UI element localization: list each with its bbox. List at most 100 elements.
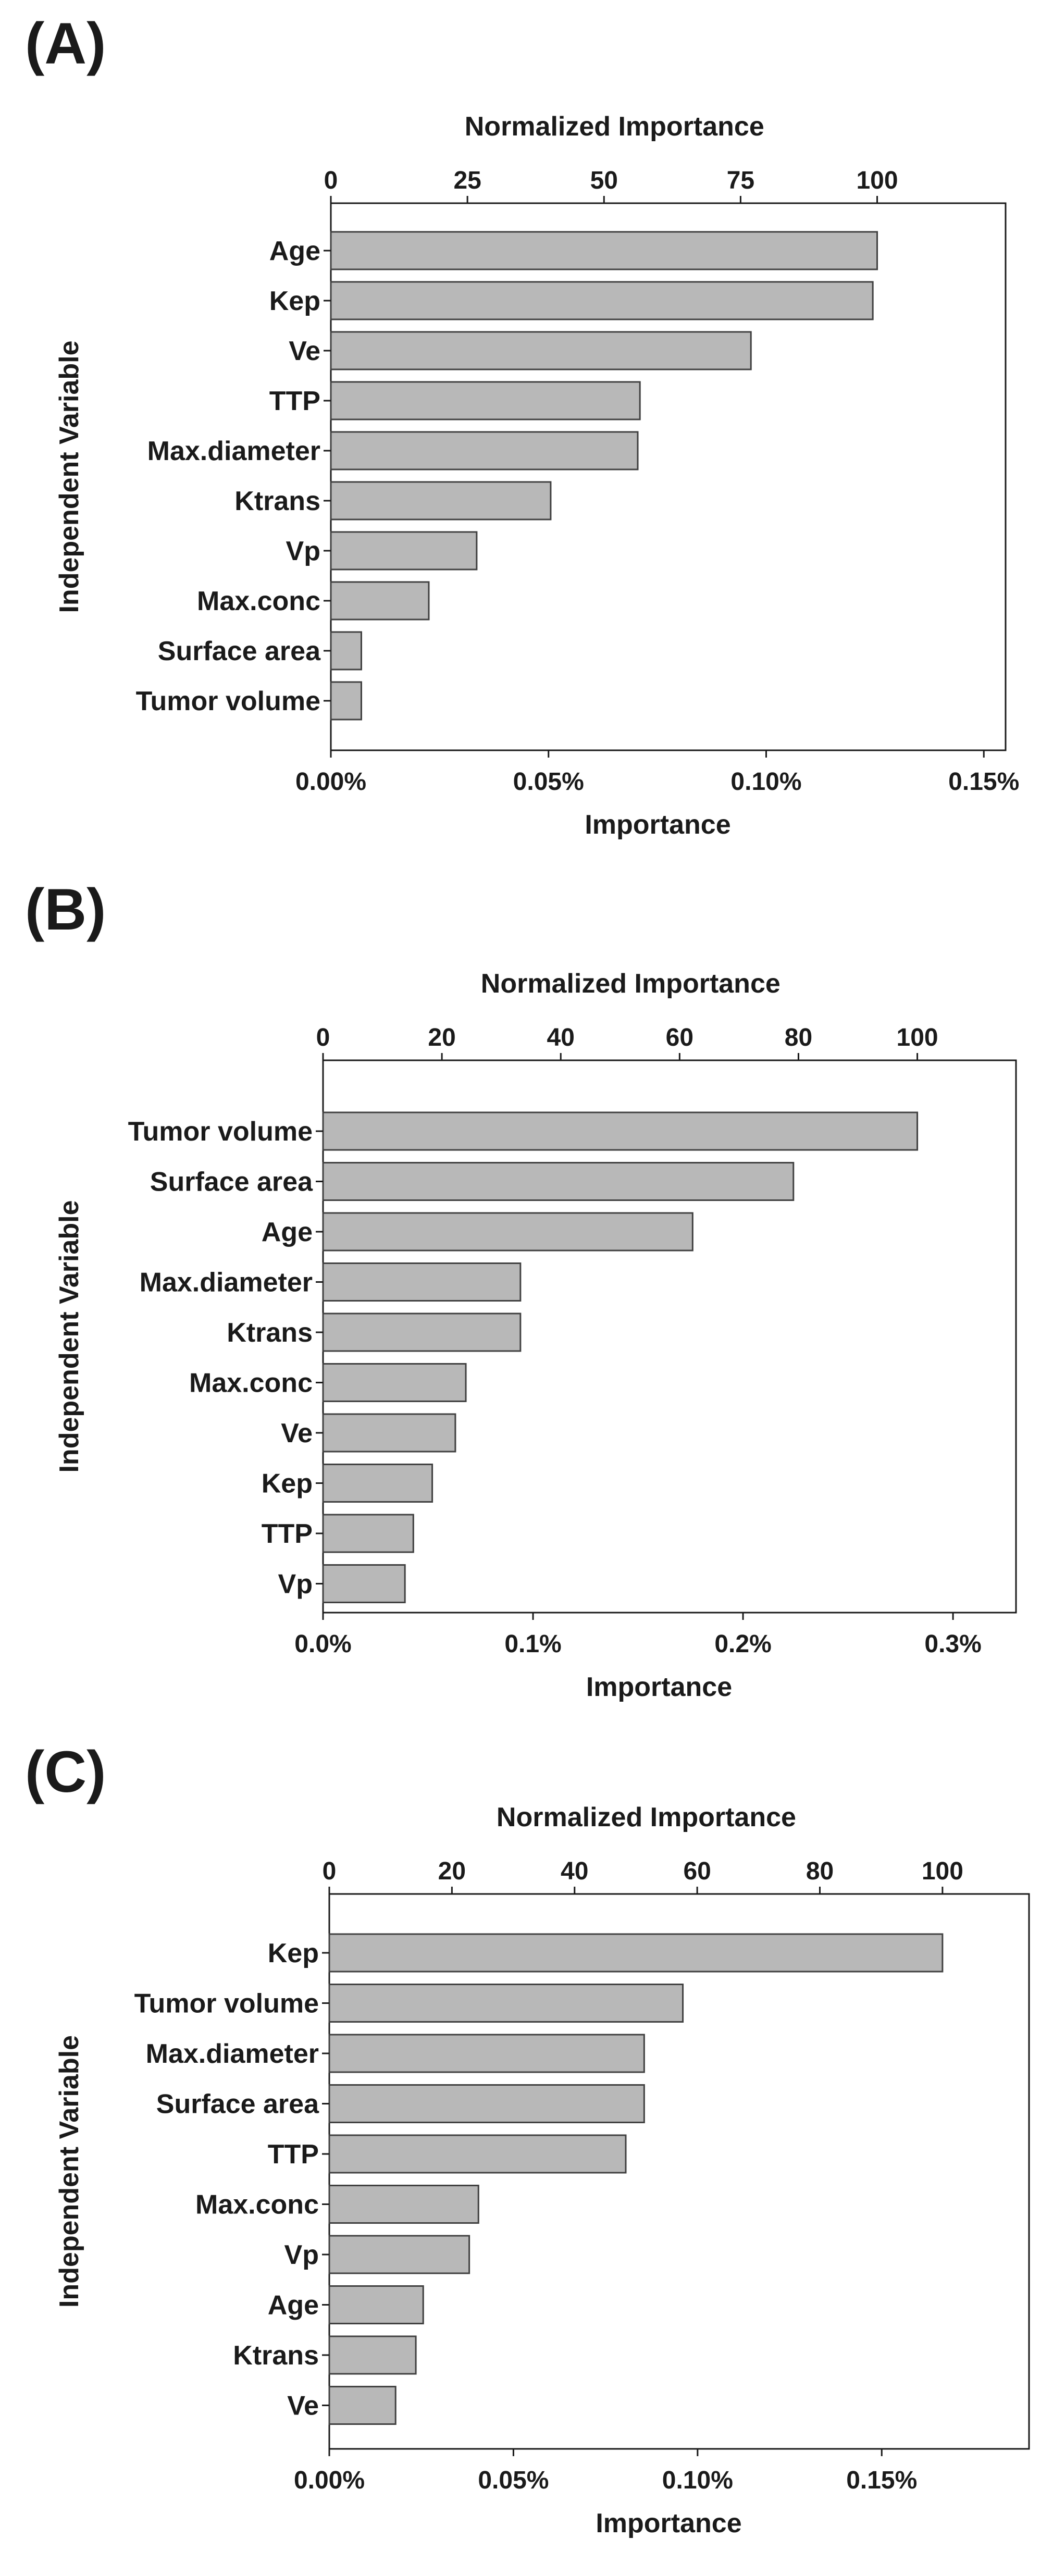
bar <box>322 1413 456 1453</box>
top-axis-tick-label: 100 <box>856 167 898 194</box>
chart-panel-a: Normalized Importance 0 25 50 75 100 0.00% 0.05… <box>54 112 1019 840</box>
bar <box>328 1984 684 2023</box>
category-label: Age <box>268 2290 319 2321</box>
top-axis-tick-label: 25 <box>453 167 481 194</box>
bar <box>328 2084 645 2123</box>
category-label: TTP <box>269 386 320 416</box>
y-axis-title: Independent Variable <box>54 2035 84 2308</box>
category-label: Age <box>262 1217 313 1247</box>
category-label: Ve <box>289 336 320 366</box>
top-axis-tick-label: 100 <box>897 1024 938 1051</box>
top-axis-tick-label: 75 <box>727 167 754 194</box>
top-axis-tick-label: 40 <box>561 1857 588 1885</box>
bar <box>322 1514 414 1553</box>
x-axis-tick-label: 0.3% <box>924 1630 981 1658</box>
bar <box>328 2335 417 2375</box>
category-label: Ktrans <box>233 2340 319 2371</box>
x-axis-tick-label: 0.1% <box>504 1630 561 1658</box>
top-axis-tick-label: 40 <box>547 1024 575 1051</box>
bar <box>322 1464 433 1503</box>
bar <box>330 681 362 721</box>
top-axis-title: Normalized Importance <box>497 1802 796 1832</box>
bar <box>328 1933 944 1973</box>
top-axis-title: Normalized Importance <box>481 969 781 999</box>
bar <box>328 2386 397 2425</box>
x-axis-title: Importance <box>586 1672 732 1702</box>
category-label: TTP <box>262 1519 313 1549</box>
bar <box>330 631 362 671</box>
category-label: Max.diameter <box>140 1268 313 1298</box>
category-label: Age <box>269 236 320 266</box>
bar <box>330 231 878 270</box>
x-axis-tick-label: 0.15% <box>846 2467 917 2494</box>
bar <box>330 581 430 621</box>
top-axis-tick-label: 20 <box>428 1024 455 1051</box>
panel-label-c: (C) <box>25 1739 106 1804</box>
x-axis-tick-label: 0.0% <box>294 1630 351 1658</box>
category-label: Tumor volume <box>128 1117 313 1147</box>
bar <box>322 1212 693 1252</box>
bar <box>330 531 478 571</box>
panel-label-b: (B) <box>25 877 106 942</box>
category-label: Surface area <box>156 2089 319 2120</box>
category-label: Ktrans <box>227 1318 313 1348</box>
panel-label-a: (A) <box>25 11 106 76</box>
category-label: Ve <box>287 2391 319 2421</box>
top-axis-tick-label: 60 <box>683 1857 711 1885</box>
bar <box>328 2134 627 2174</box>
category-label: Kep <box>262 1469 313 1499</box>
bar <box>328 2034 645 2073</box>
plot-frame <box>330 202 1007 751</box>
top-axis-tick-label: 100 <box>922 1857 963 1885</box>
top-axis-tick-label: 50 <box>590 167 618 194</box>
category-label: Vp <box>278 1569 313 1600</box>
bar <box>322 1262 522 1302</box>
x-axis-title: Importance <box>585 810 730 840</box>
bar <box>330 431 639 470</box>
bar <box>322 1363 467 1402</box>
x-axis-tick-label: 0.00% <box>295 768 366 796</box>
top-axis-tick-label: 80 <box>806 1857 834 1885</box>
chart-panel-c: Normalized Importance 0 20 40 60 80 100 0.00% 0.… <box>54 1802 1030 2538</box>
bar <box>330 281 874 320</box>
category-label: Tumor volume <box>136 686 320 716</box>
bar <box>328 2285 424 2324</box>
top-axis-tick-label: 20 <box>438 1857 466 1885</box>
y-axis-title: Independent Variable <box>54 340 84 613</box>
category-label: Ktrans <box>234 486 320 516</box>
x-axis-tick-label: 0.10% <box>662 2467 733 2494</box>
top-axis-tick-label: 0 <box>323 1857 337 1885</box>
category-label: Kep <box>269 286 320 316</box>
bar <box>330 481 552 521</box>
top-axis-tick-label: 0 <box>324 167 338 194</box>
category-label: TTP <box>268 2139 319 2170</box>
bar <box>330 331 752 370</box>
category-label: Surface area <box>150 1167 313 1197</box>
x-axis-tick-label: 0.10% <box>730 768 801 796</box>
x-axis-tick-label: 0.05% <box>478 2467 549 2494</box>
y-axis-title: Independent Variable <box>54 1200 84 1472</box>
top-axis-tick-label: 0 <box>316 1024 330 1051</box>
x-axis-tick-label: 0.15% <box>948 768 1019 796</box>
bar <box>322 1312 522 1352</box>
bar <box>322 1564 406 1603</box>
category-label: Max.conc <box>197 586 320 616</box>
top-axis-title: Normalized Importance <box>465 112 764 142</box>
category-label: Kep <box>268 1938 319 1968</box>
category-label: Tumor volume <box>134 1989 319 2019</box>
bar <box>328 2185 479 2224</box>
category-label: Max.diameter <box>147 436 320 466</box>
category-label: Max.conc <box>195 2190 319 2220</box>
category-label: Max.conc <box>189 1368 313 1398</box>
x-axis-tick-label: 0.05% <box>513 768 584 796</box>
bar <box>322 1111 919 1151</box>
top-axis-tick-label: 60 <box>666 1024 693 1051</box>
x-axis-tick-label: 0.00% <box>294 2467 365 2494</box>
top-axis-tick-label: 80 <box>785 1024 812 1051</box>
x-axis-tick-label: 0.2% <box>714 1630 771 1658</box>
chart-panel-b: Normalized Importance 0 20 40 60 80 100 0.0% 0.1… <box>54 969 1017 1702</box>
bar <box>328 2235 470 2274</box>
category-label: Max.diameter <box>146 2039 319 2069</box>
category-label: Vp <box>286 536 320 566</box>
bar <box>322 1162 795 1201</box>
